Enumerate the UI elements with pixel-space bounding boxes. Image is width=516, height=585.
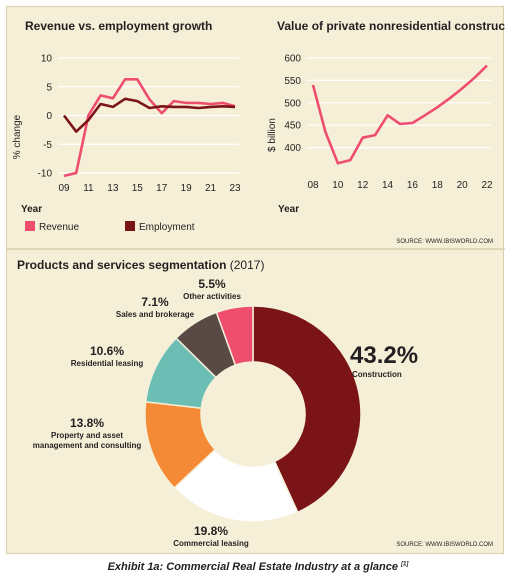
chart2-series-lines: [311, 64, 488, 165]
x-tick-label: 22: [481, 180, 493, 191]
x-tick-label: 09: [58, 183, 70, 194]
infographic-panel: Revenue vs. employment growth % change Y…: [6, 6, 516, 554]
segment-percent-commercial-leasing: 19.8%: [194, 524, 228, 538]
x-tick-label: 18: [432, 180, 444, 191]
segment-label-property-management-line1: Property and asset: [51, 431, 123, 440]
y-tick-label: 550: [284, 76, 301, 87]
donut-labels: 43.2% Construction 19.8% Commercial leas…: [33, 277, 418, 548]
segment-percent-construction: 43.2%: [350, 342, 418, 369]
y-tick-label: -5: [43, 140, 52, 151]
segment-percent-other-activities: 5.5%: [198, 277, 226, 291]
x-tick-label: 11: [83, 183, 94, 194]
legend-swatch-employment: [125, 221, 135, 231]
x-tick-label: 23: [229, 183, 241, 194]
x-tick-label: 17: [156, 183, 168, 194]
y-tick-label: 0: [46, 111, 52, 122]
source-note-bottom: SOURCE: WWW.IBISWORLD.COM: [396, 542, 493, 548]
revenue-employment-chart: Revenue vs. employment growth % change Y…: [12, 19, 241, 233]
segment-label-property-management-line2: management and consulting: [33, 441, 142, 450]
chart2-ylabel: $ billion: [267, 118, 278, 152]
chart1-title: Revenue vs. employment growth: [25, 19, 212, 33]
segment-percent-residential-leasing: 10.6%: [90, 344, 124, 358]
y-tick-label: 400: [284, 143, 301, 154]
x-tick-label: 08: [307, 180, 319, 191]
x-tick-label: 12: [357, 180, 369, 191]
y-tick-label: 450: [284, 121, 301, 132]
y-tick-label: -10: [38, 169, 53, 180]
caption-footnote-ref: [1]: [401, 561, 409, 568]
chart2-tick-labels: 600 550 500 450 400 08 10 12 14 16 18 20 22: [284, 54, 493, 192]
legend-label-revenue: Revenue: [39, 222, 79, 233]
x-tick-label: 14: [382, 180, 394, 191]
legend-swatch-revenue: [25, 221, 35, 231]
x-tick-label: 15: [132, 183, 144, 194]
chart2-year-label: Year: [278, 204, 299, 215]
segment-label-commercial-leasing: Commercial leasing: [173, 539, 249, 548]
y-tick-label: 600: [284, 54, 301, 65]
exhibit-caption: Exhibit 1a: Commercial Real Estate Indus…: [0, 561, 516, 573]
segmentation-donut-chart: Products and services segmentation (2017…: [17, 258, 418, 548]
donut-hole: [201, 362, 305, 466]
caption-text: Exhibit 1a: Commercial Real Estate Indus…: [107, 561, 398, 573]
series-line-construction-value: [311, 64, 488, 165]
construction-value-chart: Value of private nonresidential construc…: [267, 19, 516, 215]
chart1-tick-labels: 10 5 0 -5 -10 09 11 13 15 17 19 21 23: [38, 54, 241, 195]
series-line-revenue: [63, 78, 236, 178]
segment-label-sales-brokerage: Sales and brokerage: [116, 310, 195, 319]
y-tick-label: 10: [41, 54, 53, 65]
y-tick-label: 5: [46, 82, 52, 93]
chart1-legend: Revenue Employment: [25, 221, 195, 233]
chart1-grid: [58, 57, 239, 174]
chart2-title: Value of private nonresidential construc…: [277, 19, 505, 33]
segment-label-residential-leasing: Residential leasing: [71, 359, 144, 368]
x-tick-label: 20: [457, 180, 469, 191]
chart1-year-label: Year: [21, 204, 42, 215]
x-tick-label: 13: [107, 183, 119, 194]
segment-percent-sales-brokerage: 7.1%: [141, 295, 169, 309]
x-tick-label: 21: [205, 183, 217, 194]
segment-percent-property-management: 13.8%: [70, 416, 104, 430]
chart1-series-lines: [62, 78, 236, 178]
x-tick-label: 16: [407, 180, 419, 191]
segment-label-construction: Construction: [352, 370, 402, 379]
infographic-svg: Revenue vs. employment growth % change Y…: [7, 19, 516, 548]
x-tick-label: 19: [181, 183, 193, 194]
chart1-ylabel: % change: [12, 114, 23, 159]
segment-label-other-activities: Other activities: [183, 292, 241, 301]
donut-slices: [144, 305, 362, 523]
legend-label-employment: Employment: [139, 222, 195, 233]
y-tick-label: 500: [284, 98, 301, 109]
chart2-grid: [307, 57, 491, 149]
x-tick-label: 10: [332, 180, 344, 191]
source-note-top: SOURCE: WWW.IBISWORLD.COM: [396, 239, 493, 245]
series-line-employment: [62, 97, 236, 133]
chart3-title: Products and services segmentation (2017…: [17, 258, 264, 272]
